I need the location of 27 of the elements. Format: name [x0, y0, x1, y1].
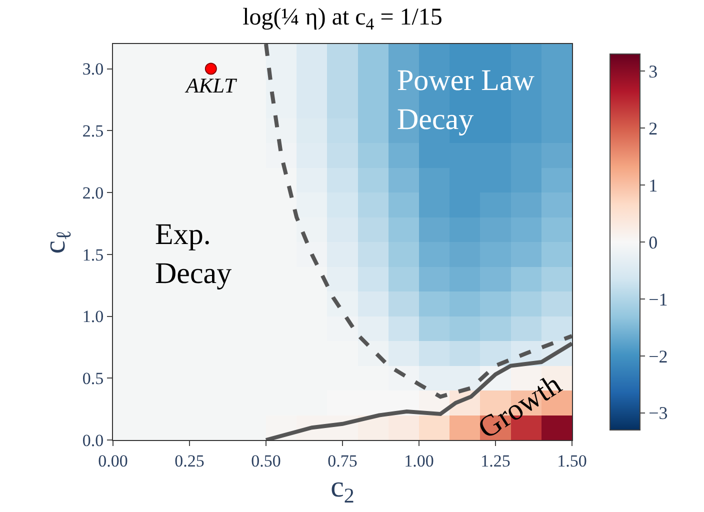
color-bar-label: 0	[648, 232, 658, 252]
x-axis-title: c$_{2}$	[330, 470, 354, 508]
x-tick-label: 0.50	[251, 451, 281, 470]
y-tick-label: 0.0	[82, 430, 104, 450]
x-tick-label: 1.50	[557, 451, 587, 470]
y-tick-label: 3.0	[82, 60, 104, 79]
y-tick-label: 1.5	[82, 245, 104, 264]
line-series	[264, 341, 572, 440]
y-tick-label: 1.0	[82, 307, 104, 326]
y-tick-label: 0.5	[82, 369, 104, 388]
x-tick-label: 0.25	[174, 451, 204, 470]
color-bar-label: −3	[648, 403, 668, 424]
color-bar-label: 1	[648, 175, 658, 196]
x-tick-label: 0.75	[328, 451, 358, 470]
color-bar-label: −2	[648, 346, 668, 366]
y-tick-label: 2.0	[82, 183, 104, 202]
x-tick-label: 0.00	[98, 451, 128, 470]
chart-title: log(¼ η) at c$_{4}$ = 1/15	[242, 4, 442, 34]
y-tick-label: 2.5	[82, 122, 104, 141]
series-label: AKLT	[184, 73, 238, 98]
x-tick-label: 1.00	[404, 451, 434, 470]
color-bar-label: −1	[648, 289, 668, 310]
x-tick-label: 1.25	[480, 451, 510, 470]
color-bar-label: 3	[648, 61, 658, 82]
color-bar-label: 2	[648, 118, 658, 138]
annotation: Power Law Decay	[397, 64, 535, 136]
annotation: Exp. Decay	[155, 218, 232, 290]
